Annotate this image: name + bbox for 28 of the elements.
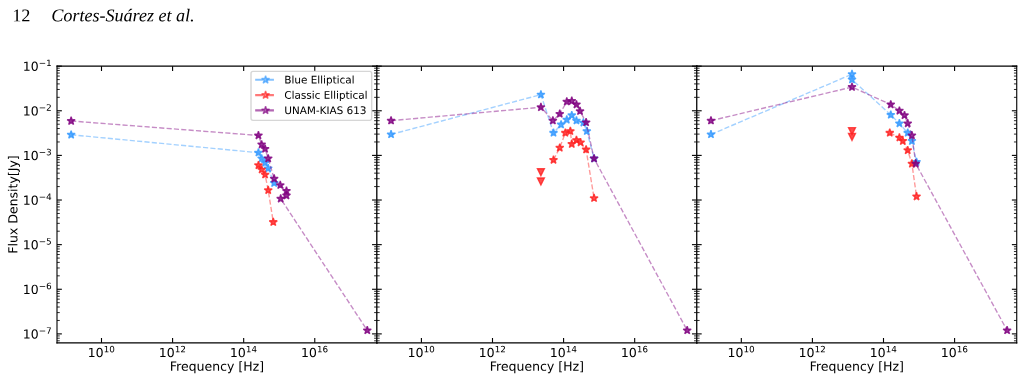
x-tick-label: 10$^{12}$ (799, 345, 825, 358)
text: 12 (13, 9, 30, 22)
x-tick-label: 10$^{14}$ (871, 345, 897, 358)
y-axis-title: Flux Density[Jy] (7, 156, 20, 253)
x-axis-title: Frequency [Hz] (810, 361, 903, 374)
x-axis-title: Frequency [Hz] (171, 361, 264, 374)
x-tick-label: 10$^{10}$ (408, 345, 435, 358)
legend-label: UNAM-KIAS 613 (285, 106, 366, 115)
y-tick-label: 10$^{−7}$ (24, 327, 51, 339)
x-tick-label: 10$^{16}$ (302, 345, 328, 358)
x-tick-label: 10$^{10}$ (89, 345, 115, 358)
legend-label: Classic Elliptical (284, 90, 367, 101)
y-tick-label: 10$^{−1}$ (24, 59, 51, 71)
x-axis-title: Frequency [Hz] (490, 361, 583, 374)
x-tick-label: 10$^{12}$ (480, 345, 505, 358)
y-tick-label: 10$^{−6}$ (24, 282, 52, 295)
x-tick-label: 10$^{16}$ (942, 345, 968, 358)
x-tick-label: 10$^{12}$ (160, 345, 186, 358)
legend-label: Blue Elliptical (285, 75, 354, 86)
x-tick-label: 10$^{16}$ (622, 345, 648, 358)
y-tick-label: 10$^{−2}$ (24, 104, 51, 116)
y-tick-label: 10$^{−4}$ (24, 193, 52, 205)
x-tick-label: 10$^{14}$ (231, 345, 257, 358)
y-tick-label: 10$^{−5}$ (24, 238, 51, 250)
x-tick-label: 10$^{14}$ (551, 345, 577, 358)
text: Cortes-Suárez et al. (52, 8, 193, 22)
y-tick-label: 10$^{−3}$ (24, 148, 51, 161)
x-tick-label: 10$^{10}$ (728, 345, 755, 358)
